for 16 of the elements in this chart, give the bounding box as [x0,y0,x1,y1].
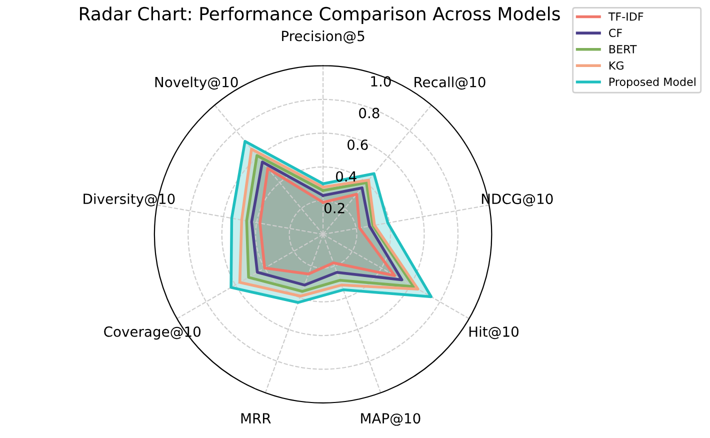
y-tick-label: 1.0 [371,76,391,87]
y-tick-label: 0.2 [324,202,344,214]
y-tick-label: 0.8 [359,108,380,118]
legend-label: BERT [609,45,637,54]
spoke-label: Hit@10 [469,326,518,340]
chart-title: Radar Chart: Performance Comparison Across Models [80,6,560,24]
spoke-label: MRR [241,413,271,424]
spoke-label: Novelty@10 [155,76,238,90]
spoke-label: MAP@10 [361,413,420,426]
y-tick-label: 0.6 [348,140,368,150]
legend-label: TF-IDF [608,12,644,21]
legend-label: CF [609,28,622,38]
legend-label: KG [609,61,624,70]
legend-label: Proposed Model [609,77,696,88]
spoke-label: Recall@10 [414,76,486,90]
spoke-label: Precision@5 [282,30,364,44]
